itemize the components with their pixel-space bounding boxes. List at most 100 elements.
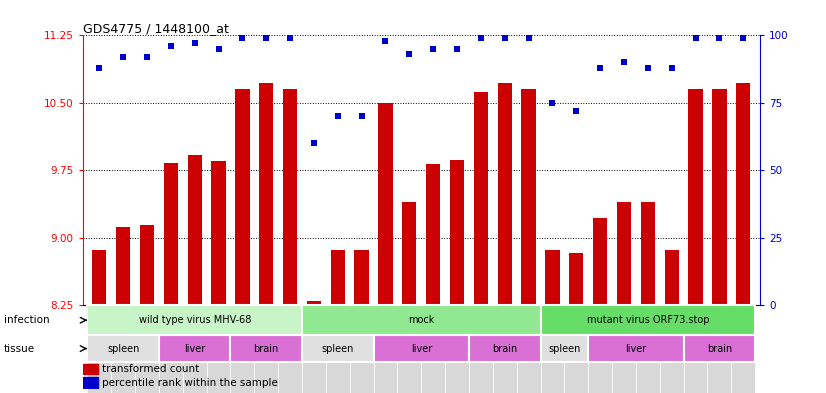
Bar: [445, 311, 469, 393]
Point: [307, 140, 320, 147]
Bar: [564, 311, 588, 393]
Point: [235, 35, 249, 41]
Point: [641, 64, 654, 71]
Text: spleen: spleen: [321, 343, 354, 354]
Point: [379, 38, 392, 44]
Bar: [326, 311, 349, 393]
Bar: [183, 311, 206, 393]
Point: [259, 35, 273, 41]
Bar: [278, 311, 302, 393]
Point: [474, 35, 487, 41]
Point: [570, 108, 583, 114]
Text: brain: brain: [254, 343, 279, 354]
Text: infection: infection: [4, 315, 50, 325]
Bar: [254, 311, 278, 393]
Text: GDS4775 / 1448100_at: GDS4775 / 1448100_at: [83, 22, 229, 35]
Bar: [712, 89, 727, 305]
Point: [331, 113, 344, 119]
Text: liver: liver: [411, 343, 432, 354]
Bar: [474, 92, 488, 305]
Bar: [302, 335, 373, 362]
Bar: [230, 335, 302, 362]
Bar: [545, 250, 559, 305]
Point: [93, 64, 106, 71]
Bar: [211, 162, 225, 305]
Bar: [736, 83, 750, 305]
Bar: [283, 89, 297, 305]
Point: [188, 40, 202, 47]
Point: [116, 54, 130, 60]
Bar: [707, 311, 731, 393]
Bar: [497, 83, 512, 305]
Bar: [164, 163, 178, 305]
Bar: [684, 335, 755, 362]
Bar: [373, 311, 397, 393]
Bar: [112, 311, 135, 393]
Bar: [302, 305, 540, 335]
Bar: [731, 311, 755, 393]
Point: [212, 46, 225, 52]
Point: [594, 64, 607, 71]
Bar: [684, 311, 707, 393]
Point: [140, 54, 154, 60]
Bar: [259, 83, 273, 305]
Bar: [569, 253, 583, 305]
Bar: [378, 103, 392, 305]
Bar: [641, 202, 655, 305]
Bar: [469, 335, 540, 362]
Bar: [469, 311, 493, 393]
Bar: [83, 364, 97, 374]
Bar: [402, 202, 416, 305]
Bar: [588, 311, 612, 393]
Text: mock: mock: [408, 315, 434, 325]
Bar: [159, 311, 183, 393]
Point: [546, 100, 559, 106]
Point: [665, 64, 678, 71]
Text: spleen: spleen: [548, 343, 581, 354]
Bar: [426, 164, 440, 305]
Point: [737, 35, 750, 41]
Bar: [493, 311, 516, 393]
Bar: [540, 335, 588, 362]
Text: tissue: tissue: [4, 343, 36, 354]
Text: brain: brain: [492, 343, 517, 354]
Bar: [230, 311, 254, 393]
Bar: [521, 89, 536, 305]
Bar: [83, 377, 97, 388]
Point: [426, 46, 439, 52]
Bar: [140, 225, 154, 305]
Point: [713, 35, 726, 41]
Bar: [540, 305, 755, 335]
Bar: [397, 311, 421, 393]
Text: wild type virus MHV-68: wild type virus MHV-68: [139, 315, 251, 325]
Bar: [349, 311, 373, 393]
Bar: [88, 311, 112, 393]
Text: liver: liver: [184, 343, 206, 354]
Bar: [354, 250, 368, 305]
Bar: [612, 311, 636, 393]
Bar: [421, 311, 445, 393]
Text: brain: brain: [707, 343, 732, 354]
Bar: [660, 311, 684, 393]
Point: [522, 35, 535, 41]
Bar: [450, 160, 464, 305]
Bar: [373, 335, 469, 362]
Point: [689, 35, 702, 41]
Bar: [88, 305, 302, 335]
Point: [498, 35, 511, 41]
Bar: [306, 301, 321, 305]
Bar: [88, 335, 159, 362]
Text: percentile rank within the sample: percentile rank within the sample: [102, 378, 278, 387]
Bar: [588, 335, 684, 362]
Text: transformed count: transformed count: [102, 364, 199, 374]
Bar: [688, 89, 703, 305]
Bar: [159, 335, 230, 362]
Bar: [206, 311, 230, 393]
Bar: [540, 311, 564, 393]
Bar: [235, 89, 249, 305]
Text: liver: liver: [625, 343, 647, 354]
Bar: [330, 250, 345, 305]
Point: [283, 35, 297, 41]
Point: [450, 46, 463, 52]
Bar: [93, 250, 107, 305]
